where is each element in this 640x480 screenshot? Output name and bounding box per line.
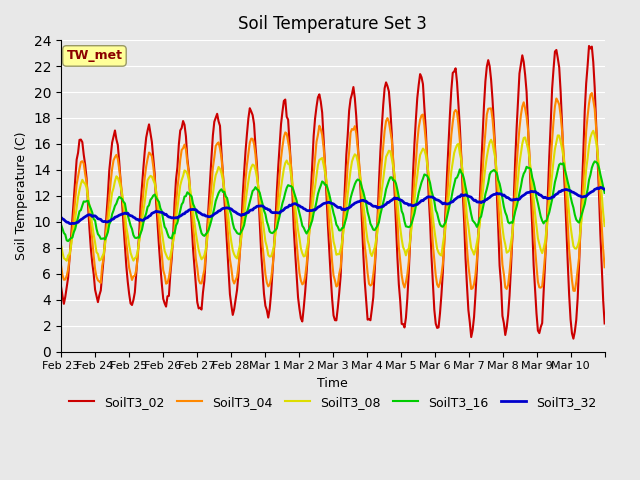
Line: SoilT3_04: SoilT3_04 bbox=[61, 93, 605, 291]
SoilT3_08 bbox=[57, 242, 65, 248]
SoilT3_04 bbox=[600, 247, 607, 252]
SoilT3_04 bbox=[93, 274, 100, 280]
SoilT3_32 bbox=[67, 221, 75, 227]
Line: SoilT3_02: SoilT3_02 bbox=[61, 46, 605, 339]
SoilT3_08 bbox=[77, 181, 84, 187]
Line: SoilT3_08: SoilT3_08 bbox=[61, 131, 605, 261]
SoilT3_02 bbox=[445, 141, 452, 147]
SoilT3_32 bbox=[338, 207, 346, 213]
SoilT3_16 bbox=[338, 225, 346, 231]
SoilT3_04 bbox=[601, 264, 609, 270]
SoilT3_08 bbox=[601, 223, 609, 229]
SoilT3_32 bbox=[527, 189, 534, 194]
SoilT3_04 bbox=[337, 264, 344, 270]
SoilT3_32 bbox=[77, 217, 84, 223]
SoilT3_02 bbox=[76, 137, 83, 143]
SoilT3_32 bbox=[446, 200, 454, 206]
SoilT3_02 bbox=[570, 336, 577, 342]
SoilT3_16 bbox=[591, 158, 598, 164]
SoilT3_08 bbox=[527, 169, 534, 175]
SoilT3_16 bbox=[77, 207, 84, 213]
SoilT3_32 bbox=[601, 186, 609, 192]
SoilT3_08 bbox=[446, 184, 454, 190]
SoilT3_04 bbox=[57, 263, 65, 268]
SoilT3_04 bbox=[445, 172, 452, 178]
SoilT3_02 bbox=[600, 298, 607, 304]
SoilT3_04 bbox=[525, 150, 533, 156]
SoilT3_08 bbox=[94, 251, 102, 257]
SoilT3_08 bbox=[338, 239, 346, 245]
SoilT3_08 bbox=[589, 128, 597, 134]
SoilT3_16 bbox=[601, 190, 609, 196]
X-axis label: Time: Time bbox=[317, 377, 348, 390]
SoilT3_16 bbox=[527, 167, 534, 172]
SoilT3_08 bbox=[63, 258, 70, 264]
SoilT3_04 bbox=[571, 288, 579, 294]
SoilT3_02 bbox=[93, 293, 100, 299]
SoilT3_32 bbox=[94, 216, 102, 222]
SoilT3_32 bbox=[596, 184, 604, 190]
Line: SoilT3_32: SoilT3_32 bbox=[61, 187, 605, 224]
Legend: SoilT3_02, SoilT3_04, SoilT3_08, SoilT3_16, SoilT3_32: SoilT3_02, SoilT3_04, SoilT3_08, SoilT3_… bbox=[65, 391, 601, 414]
Title: Soil Temperature Set 3: Soil Temperature Set 3 bbox=[238, 15, 428, 33]
Y-axis label: Soil Temperature (C): Soil Temperature (C) bbox=[15, 132, 28, 260]
SoilT3_16 bbox=[600, 184, 607, 190]
SoilT3_16 bbox=[94, 231, 102, 237]
Line: SoilT3_16: SoilT3_16 bbox=[61, 161, 605, 241]
SoilT3_16 bbox=[446, 201, 454, 207]
SoilT3_32 bbox=[600, 186, 607, 192]
SoilT3_02 bbox=[525, 157, 533, 163]
SoilT3_16 bbox=[64, 238, 72, 244]
SoilT3_16 bbox=[57, 222, 65, 228]
Text: TW_met: TW_met bbox=[67, 49, 122, 62]
SoilT3_02 bbox=[601, 321, 609, 326]
SoilT3_04 bbox=[588, 90, 596, 96]
SoilT3_32 bbox=[57, 215, 65, 220]
SoilT3_02 bbox=[585, 43, 593, 49]
SoilT3_08 bbox=[600, 210, 607, 216]
SoilT3_02 bbox=[337, 274, 344, 279]
SoilT3_04 bbox=[76, 166, 83, 172]
SoilT3_02 bbox=[57, 284, 65, 289]
